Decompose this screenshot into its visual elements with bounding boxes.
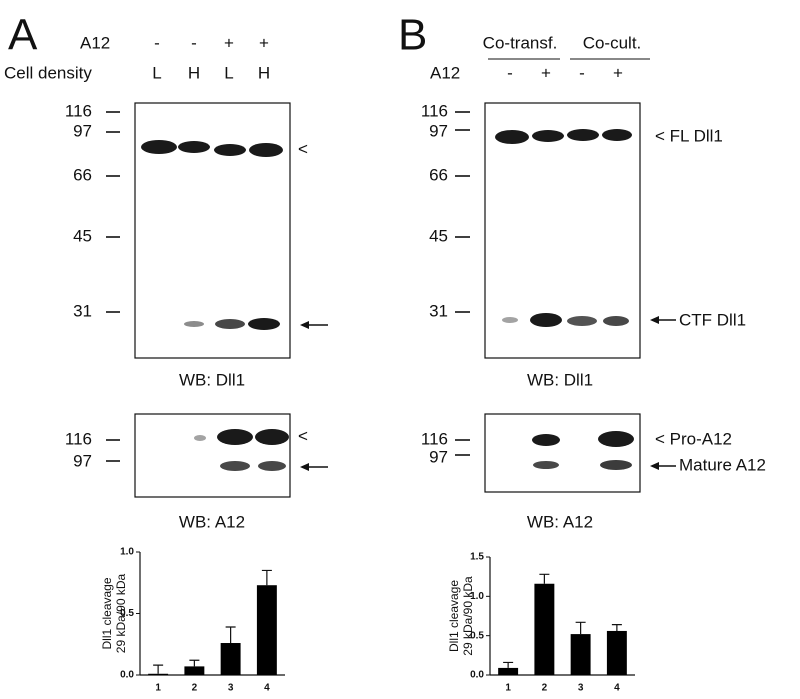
x-tick-label: 4 xyxy=(264,683,270,694)
marker: 31 xyxy=(429,301,448,320)
marker-ticks xyxy=(455,439,470,456)
lane-label: H xyxy=(188,63,200,82)
marker: 97 xyxy=(429,121,448,140)
bar xyxy=(256,585,277,675)
y-axis-label: Dll1 cleavage xyxy=(100,577,114,649)
caption: WB: Dll1 xyxy=(527,370,593,389)
error-bar xyxy=(503,661,514,668)
marker: 116 xyxy=(65,101,92,120)
bands xyxy=(194,429,289,471)
marker: 45 xyxy=(429,226,448,245)
x-tick-label: 4 xyxy=(614,683,620,694)
bar xyxy=(534,583,555,675)
row-label: Cell density xyxy=(4,63,92,82)
marker: 31 xyxy=(73,301,92,320)
marker-ticks xyxy=(106,111,120,313)
caption: WB: A12 xyxy=(527,512,593,531)
marker: 97 xyxy=(73,121,92,140)
bar xyxy=(184,666,205,675)
x-tick-label: 3 xyxy=(228,683,234,694)
group-label: Co-cult. xyxy=(583,33,642,52)
caption: WB: A12 xyxy=(179,512,245,531)
pointer: < xyxy=(298,426,308,445)
row-label: A12 xyxy=(430,63,460,82)
marker: 45 xyxy=(73,226,92,245)
marker: 116 xyxy=(421,101,448,120)
bar xyxy=(606,630,627,675)
panel-letter: B xyxy=(398,11,427,60)
marker: 97 xyxy=(73,451,92,470)
lane-sign: - xyxy=(579,63,585,82)
lane-sign: - xyxy=(191,33,197,52)
blot xyxy=(484,102,641,359)
y-tick-label: 1.5 xyxy=(470,552,484,563)
band-label: CTF Dll1 xyxy=(679,310,746,329)
error-bar xyxy=(189,659,200,667)
y-axis-label: 29 kDa/90 kDa xyxy=(114,573,128,653)
error-bar xyxy=(539,573,550,584)
y-tick-label: 0.0 xyxy=(470,670,484,681)
x-tick-label: 3 xyxy=(578,683,584,694)
bands xyxy=(532,431,634,470)
arrow xyxy=(650,316,676,324)
y-tick-label: 1.0 xyxy=(470,591,484,602)
y-tick-label: 0.0 xyxy=(120,670,134,681)
blot xyxy=(134,413,291,498)
group-label: Co-transf. xyxy=(483,33,558,52)
x-tick-label: 1 xyxy=(505,683,511,694)
y-tick-label: 1.0 xyxy=(120,547,134,558)
x-tick-label: 2 xyxy=(192,683,198,694)
bands xyxy=(141,140,283,330)
y-tick-label: 0.5 xyxy=(120,608,134,619)
marker-ticks xyxy=(455,111,470,313)
bar xyxy=(570,634,591,675)
arrow xyxy=(650,462,676,470)
bar xyxy=(498,667,519,675)
error-bar xyxy=(261,569,272,586)
blot xyxy=(484,413,641,493)
marker: 116 xyxy=(421,429,448,448)
lane-sign: - xyxy=(507,63,513,82)
band-label: < Pro-A12 xyxy=(655,429,732,448)
lane-label: H xyxy=(258,63,270,82)
lane-sign: + xyxy=(541,63,551,82)
bar xyxy=(148,673,169,675)
marker: 66 xyxy=(429,165,448,184)
x-tick-label: 2 xyxy=(542,683,548,694)
y-tick-label: 0.5 xyxy=(470,630,484,641)
lane-label: L xyxy=(152,63,161,82)
panel-letter: A xyxy=(8,11,38,60)
x-tick-label: 1 xyxy=(155,683,161,694)
lane-sign: - xyxy=(154,33,160,52)
y-axis-label: Dll1 cleavage xyxy=(447,580,461,652)
lane-sign: + xyxy=(259,33,269,52)
error-bar xyxy=(225,626,236,644)
bands xyxy=(495,129,632,327)
marker: 97 xyxy=(429,447,448,466)
lane-label: L xyxy=(224,63,233,82)
marker: 116 xyxy=(65,429,92,448)
error-bar xyxy=(153,664,164,674)
bar xyxy=(220,643,241,675)
y-axis-label: 29 kDa/90 kDa xyxy=(461,576,475,656)
marker: 66 xyxy=(73,165,92,184)
band-label: < FL Dll1 xyxy=(655,126,723,145)
caption: WB: Dll1 xyxy=(179,370,245,389)
error-bar xyxy=(611,624,622,631)
lane-sign: + xyxy=(224,33,234,52)
lane-sign: + xyxy=(613,63,623,82)
marker-ticks xyxy=(106,439,120,462)
error-bar xyxy=(575,621,586,635)
row-label: A12 xyxy=(80,33,110,52)
band-label: Mature A12 xyxy=(679,455,766,474)
arrow xyxy=(300,463,328,471)
arrow xyxy=(300,321,328,329)
pointer: < xyxy=(298,139,308,158)
